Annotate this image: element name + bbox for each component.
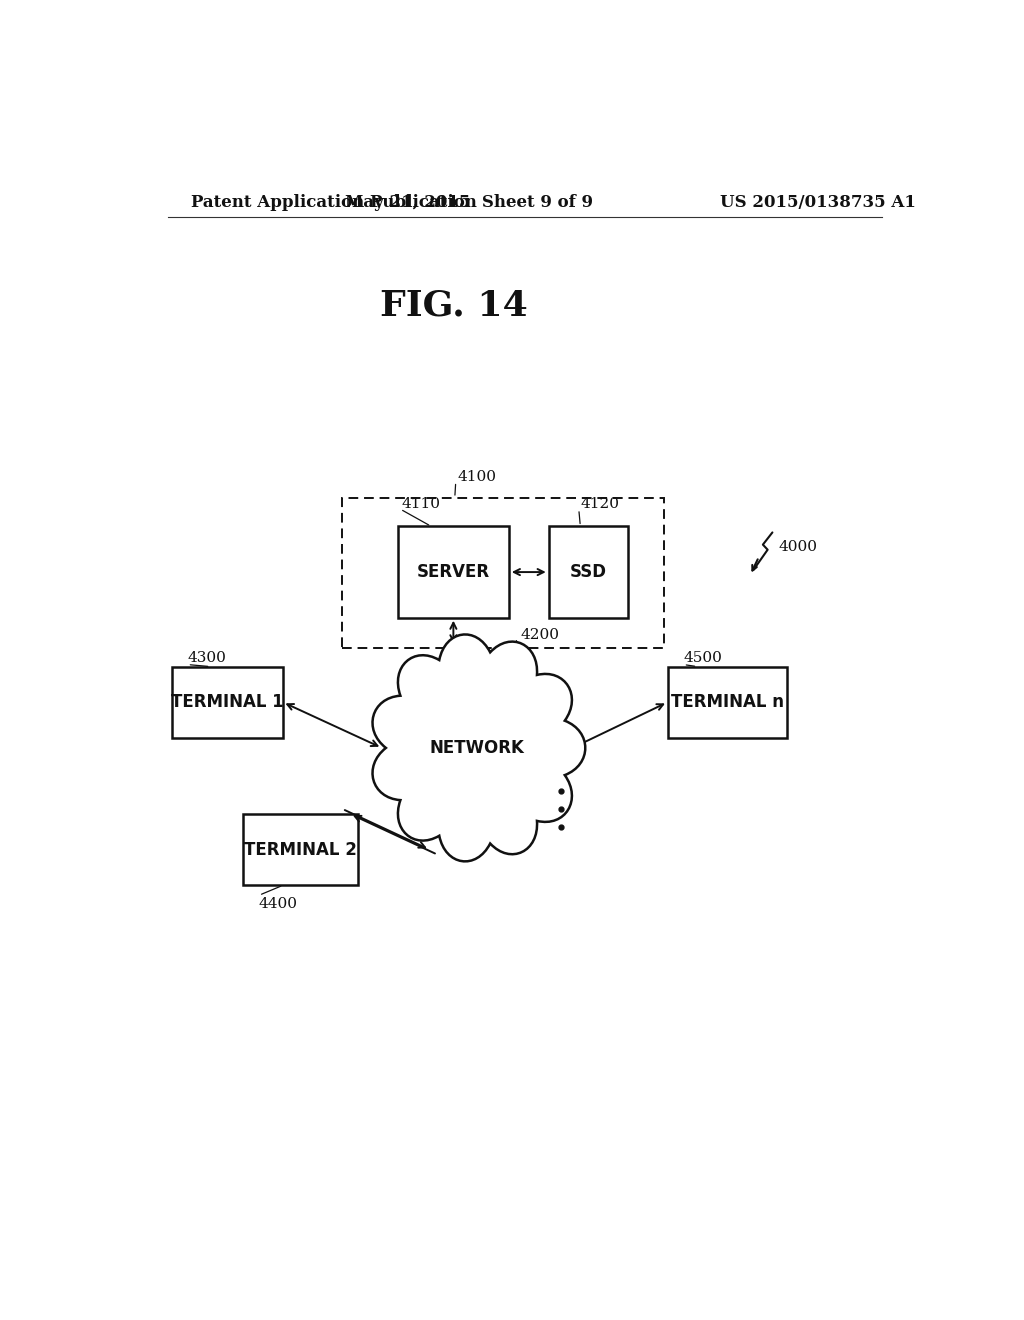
- Text: May 21, 2015  Sheet 9 of 9: May 21, 2015 Sheet 9 of 9: [345, 194, 593, 211]
- Text: 4300: 4300: [187, 651, 226, 664]
- Text: 4500: 4500: [684, 651, 722, 664]
- PathPatch shape: [373, 635, 586, 862]
- Text: SERVER: SERVER: [417, 564, 489, 581]
- Text: Patent Application Publication: Patent Application Publication: [191, 194, 477, 211]
- Text: 4120: 4120: [581, 498, 620, 511]
- Bar: [549, 527, 628, 618]
- Bar: [342, 498, 664, 648]
- Text: 4100: 4100: [458, 470, 497, 483]
- Text: 4200: 4200: [521, 628, 560, 643]
- Text: 4400: 4400: [259, 898, 298, 911]
- Text: NETWORK: NETWORK: [430, 739, 524, 756]
- Text: FIG. 14: FIG. 14: [380, 289, 527, 323]
- Bar: [397, 527, 509, 618]
- Bar: [668, 667, 786, 738]
- Text: TERMINAL n: TERMINAL n: [671, 693, 783, 711]
- Text: SSD: SSD: [569, 564, 607, 581]
- Bar: [172, 667, 283, 738]
- Text: TERMINAL 1: TERMINAL 1: [171, 693, 284, 711]
- Text: US 2015/0138735 A1: US 2015/0138735 A1: [721, 194, 916, 211]
- Text: TERMINAL 2: TERMINAL 2: [244, 841, 357, 858]
- Text: 4000: 4000: [778, 540, 818, 553]
- Bar: [243, 814, 358, 886]
- Text: 4110: 4110: [401, 498, 440, 511]
